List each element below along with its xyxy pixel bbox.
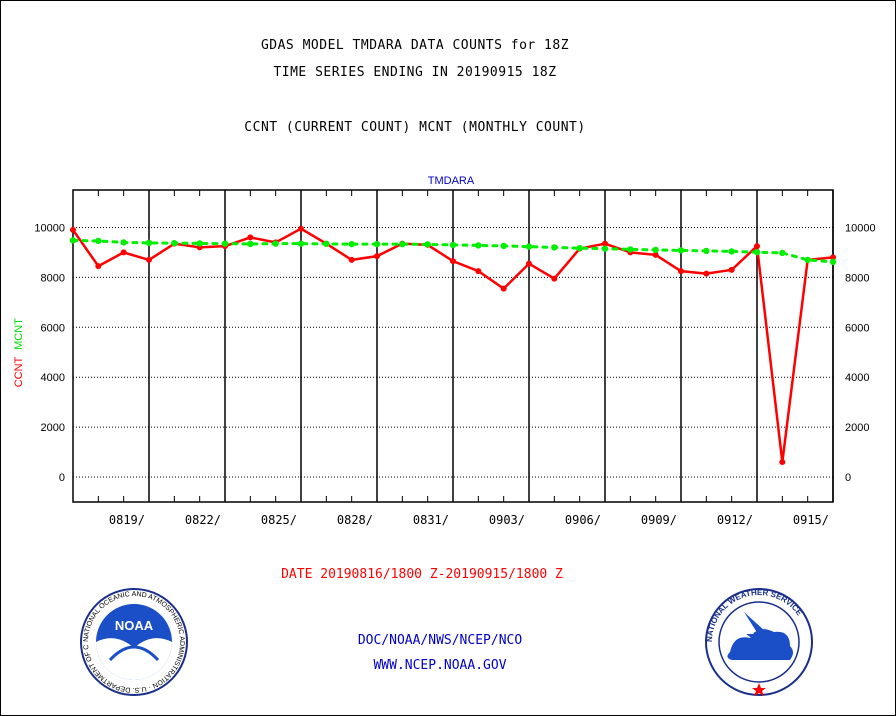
data-point-ccnt (830, 254, 836, 261)
data-point-mcnt (627, 246, 634, 253)
x-tick-label: 0906/ (565, 513, 601, 527)
data-point-ccnt (602, 240, 608, 247)
ylabel-mcnt: MCNT (13, 318, 25, 350)
x-axis-label: DATE 20190816/1800 Z-20190915/1800 Z (281, 567, 563, 582)
data-point-mcnt (247, 240, 254, 248)
data-point-mcnt (753, 248, 761, 256)
nws-logo: NATIONAL WEATHER SERVICE (705, 588, 813, 696)
data-point-mcnt (652, 246, 659, 254)
data-point-ccnt (652, 251, 659, 258)
data-point-mcnt (221, 240, 229, 247)
data-point-mcnt (424, 241, 431, 248)
y-tick-label-right: 2000 (845, 422, 869, 434)
y-tick-label-right: 8000 (845, 272, 869, 284)
data-point-ccnt (298, 225, 304, 232)
x-tick-label: 0825/ (261, 513, 297, 527)
x-tick-label: 0909/ (641, 513, 677, 527)
data-point-ccnt (70, 226, 76, 233)
footer-url-link[interactable]: WWW.NCEP.NOAA.GOV (373, 658, 507, 673)
data-point-mcnt (601, 245, 609, 252)
data-point-mcnt (323, 240, 330, 248)
data-point-mcnt (196, 240, 203, 247)
noaa-logo: NOAA NATIONAL OCEANIC AND ATMOSPHERIC AD… (0, 0, 188, 696)
data-point-mcnt (804, 256, 811, 264)
y-tick-label-right: 4000 (845, 372, 869, 384)
data-point-mcnt (703, 247, 710, 255)
y-tick-label-left: 8000 (41, 272, 65, 284)
data-point-ccnt (551, 275, 558, 282)
data-point-mcnt (348, 240, 355, 248)
x-tick-label: 0828/ (337, 513, 373, 527)
data-point-mcnt (120, 239, 127, 246)
data-point-mcnt (399, 240, 406, 248)
x-tick-label: 0903/ (489, 513, 525, 527)
plot-area-border (72, 189, 834, 503)
x-tick-label: 0822/ (185, 513, 221, 527)
data-point-mcnt (551, 244, 558, 251)
data-point-mcnt (677, 247, 685, 254)
data-point-ccnt (678, 268, 684, 275)
chart-subtitle: CCNT (CURRENT COUNT) MCNT (MONTHLY COUNT… (244, 120, 586, 135)
footer-org-text: DOC/NOAA/NWS/NCEP/NCO (357, 633, 523, 648)
data-point-ccnt (146, 256, 152, 263)
x-tick-label: 0819/ (109, 513, 145, 527)
data-point-mcnt (69, 237, 77, 244)
data-point-ccnt (374, 253, 380, 260)
data-point-ccnt (247, 234, 254, 241)
chart-title-line1: GDAS MODEL TMDARA DATA COUNTS for 18Z (260, 38, 570, 53)
data-point-ccnt (779, 459, 786, 466)
data-point-ccnt (728, 266, 735, 273)
y-tick-label-right: 0 (845, 472, 851, 484)
data-point-ccnt (526, 260, 532, 267)
data-point-mcnt (475, 242, 482, 249)
x-tick-label: 0915/ (793, 513, 829, 527)
data-point-mcnt (525, 243, 533, 250)
data-point-ccnt (450, 258, 456, 265)
data-point-mcnt (449, 241, 457, 249)
y-tick-label-right: 6000 (845, 322, 869, 334)
noaa-ring-text: NATIONAL OCEANIC AND ATMOSPHERIC ADMINIS… (0, 0, 185, 693)
data-point-mcnt (728, 248, 735, 255)
data-point-mcnt (500, 242, 507, 250)
data-point-mcnt (297, 240, 305, 247)
chart-title-line2: TIME SERIES ENDING IN 20190915 18Z (273, 65, 557, 80)
y-tick-label-left: 0 (59, 472, 65, 484)
y-tick-label-left: 2000 (41, 422, 65, 434)
y-tick-label-left: 4000 (41, 372, 65, 384)
y-tick-label-right: 10000 (845, 222, 876, 234)
data-point-mcnt (272, 240, 279, 247)
data-point-mcnt (171, 239, 178, 247)
data-point-mcnt (95, 237, 102, 245)
data-point-mcnt (779, 249, 786, 257)
data-point-ccnt (348, 256, 355, 263)
y-tick-label-left: 10000 (34, 222, 65, 234)
y-tick-label-left: 6000 (41, 322, 65, 334)
x-tick-label: 0912/ (717, 513, 753, 527)
noaa-logo-text: NOAA (115, 618, 154, 633)
data-point-ccnt (754, 243, 760, 250)
data-point-ccnt (120, 249, 127, 256)
data-point-mcnt (576, 244, 583, 252)
data-point-mcnt (145, 239, 153, 247)
data-point-mcnt (373, 240, 381, 248)
data-point-ccnt (95, 263, 102, 270)
data-point-ccnt (475, 268, 482, 275)
data-point-mcnt (829, 258, 837, 266)
data-point-ccnt (500, 285, 507, 292)
ylabel-ccnt: CCNT (13, 356, 25, 387)
plot-series-title: TMDARA (428, 175, 475, 187)
data-point-ccnt (703, 270, 710, 277)
x-tick-label: 0831/ (413, 513, 449, 527)
